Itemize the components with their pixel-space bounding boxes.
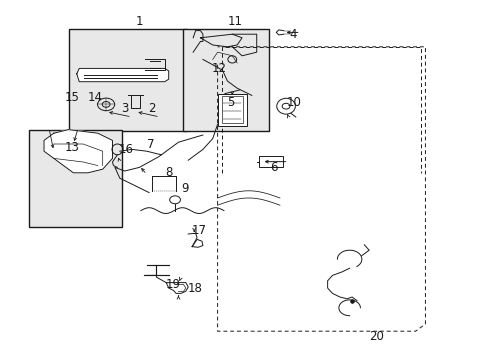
Text: 5: 5: [226, 96, 234, 109]
Text: 8: 8: [164, 166, 172, 179]
Bar: [69, 29, 186, 131]
Text: 10: 10: [286, 96, 301, 109]
Text: 6: 6: [269, 161, 277, 174]
Text: 17: 17: [192, 224, 206, 237]
Bar: [29, 130, 122, 227]
Text: 9: 9: [181, 182, 188, 195]
Bar: [183, 29, 268, 131]
Bar: [221, 96, 243, 123]
Text: 15: 15: [65, 91, 80, 104]
Text: 16: 16: [119, 143, 133, 156]
Text: 12: 12: [211, 62, 226, 75]
Text: 18: 18: [187, 282, 202, 294]
Text: 2: 2: [147, 102, 155, 114]
Text: 1: 1: [135, 15, 143, 28]
Text: 19: 19: [166, 278, 181, 291]
Bar: [259, 156, 282, 167]
Text: 7: 7: [146, 138, 154, 150]
Text: 13: 13: [65, 141, 80, 154]
Bar: [217, 94, 246, 126]
Text: 3: 3: [121, 102, 128, 114]
Polygon shape: [166, 283, 188, 293]
Text: 11: 11: [227, 15, 242, 28]
Text: 20: 20: [368, 330, 383, 343]
Polygon shape: [44, 130, 112, 173]
Text: 4: 4: [289, 28, 297, 41]
Text: 14: 14: [88, 91, 102, 104]
Polygon shape: [77, 68, 168, 82]
